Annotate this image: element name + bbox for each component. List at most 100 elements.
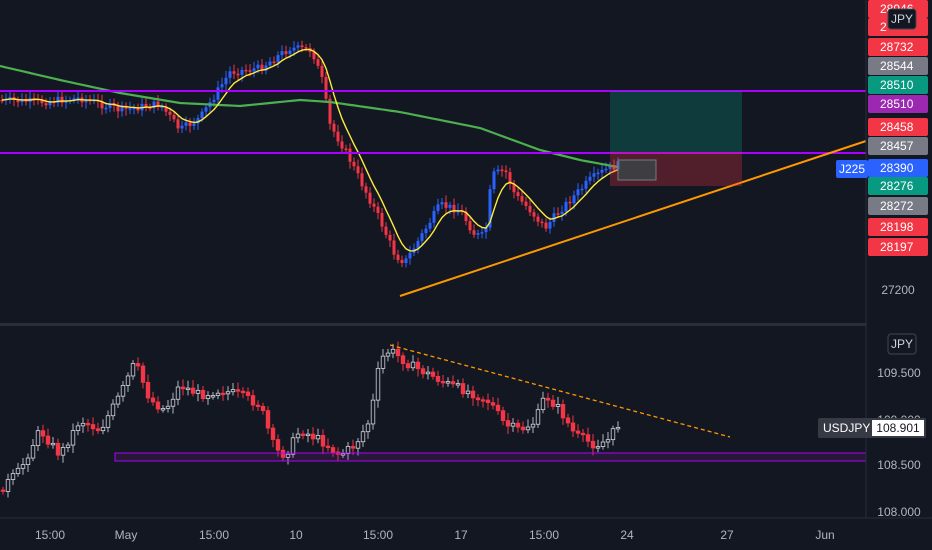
candle-body	[292, 47, 296, 51]
candle-body	[460, 383, 466, 395]
candle-body	[436, 204, 440, 211]
candle-body	[355, 441, 361, 449]
candle-body	[130, 363, 136, 377]
candle-body	[535, 409, 541, 425]
candle-body	[50, 442, 56, 446]
candle-body	[488, 189, 492, 228]
candle-body	[180, 386, 186, 390]
pane-separator[interactable]	[0, 323, 932, 326]
bottom-currency-label: JPY	[891, 337, 913, 351]
candle-body	[240, 69, 244, 75]
candle-body	[235, 389, 241, 392]
candle-body	[228, 71, 232, 78]
time-axis[interactable]: 15:00 May 15:00 10 15:00 17 15:00 24 27 …	[0, 517, 932, 550]
candle-body	[475, 397, 481, 401]
bottom-currency-button[interactable]: JPY	[887, 333, 917, 355]
candle-body	[376, 206, 380, 213]
candle-body	[44, 103, 48, 106]
candle-body	[288, 50, 292, 54]
candle-body	[100, 426, 106, 432]
price-tag	[868, 95, 928, 113]
candle-body	[524, 201, 528, 206]
price-tag-label: 28390	[880, 161, 914, 175]
candle-body	[296, 45, 300, 48]
candle-body	[316, 59, 320, 66]
candle-body	[295, 433, 301, 439]
price-tag	[868, 177, 928, 195]
candle-body	[496, 169, 500, 172]
candle-body	[532, 212, 536, 217]
time-label: 24	[620, 528, 634, 542]
bottom-price-pane[interactable]	[0, 326, 867, 518]
candle-body	[556, 213, 560, 215]
candle-body	[416, 240, 420, 249]
candle-body	[430, 371, 436, 377]
candle-body	[516, 192, 520, 197]
candle-body	[600, 169, 604, 173]
candle-body	[200, 389, 206, 400]
candle-body	[408, 252, 412, 259]
candle-body	[508, 172, 512, 184]
candle-body	[212, 99, 216, 103]
candle-body	[32, 97, 36, 100]
candle-body	[450, 381, 456, 385]
candle-body	[272, 61, 276, 64]
candle-body	[400, 355, 406, 365]
candle-body	[320, 65, 324, 78]
candle-body	[365, 423, 371, 433]
candle-body	[155, 401, 161, 410]
candle-body	[275, 439, 281, 451]
candle-body	[315, 434, 321, 440]
entry-box[interactable]	[617, 159, 657, 181]
candle-body	[16, 99, 20, 103]
price-tag-label: 28276	[880, 179, 914, 193]
candle-body	[568, 201, 572, 204]
candle-body	[65, 444, 71, 448]
ascending-trendline[interactable]	[399, 140, 867, 297]
time-label: 15:00	[363, 528, 393, 542]
candle-body	[220, 84, 224, 88]
candle-body	[152, 101, 156, 109]
candle-body	[144, 103, 148, 108]
candle-body	[455, 383, 461, 386]
candle-body	[25, 457, 31, 465]
candle-body	[125, 375, 131, 386]
time-label: 10	[289, 528, 303, 542]
price-scale[interactable]: 2894622873228544285102851028458284572839…	[818, 0, 932, 519]
candle-body	[476, 233, 480, 235]
take-profit-zone[interactable]	[610, 91, 742, 152]
candle-body	[340, 453, 346, 456]
candle-body	[492, 171, 496, 190]
candle-body	[205, 395, 211, 400]
candle-body	[340, 141, 344, 149]
time-label: May	[115, 528, 138, 542]
top-y-label: 27200	[881, 283, 915, 297]
candle-body	[564, 201, 568, 212]
candle-body	[45, 435, 51, 445]
candle-body	[232, 71, 236, 74]
candle-body	[104, 107, 108, 110]
descending-trendline-dashed[interactable]	[389, 344, 731, 438]
candle-body	[425, 371, 431, 375]
top-price-pane[interactable]	[0, 0, 867, 322]
support-range-box[interactable]	[114, 452, 867, 462]
candle-body	[276, 55, 280, 63]
candle-body	[48, 101, 52, 106]
candle-body	[285, 453, 291, 458]
candle-body	[464, 211, 468, 222]
candle-body	[35, 430, 41, 446]
candle-body	[540, 397, 546, 411]
candle-body	[290, 437, 296, 455]
price-tag	[868, 57, 928, 75]
price-tag	[868, 76, 928, 94]
candle-body	[590, 440, 596, 449]
candle-body	[325, 445, 331, 449]
candle-body	[245, 391, 251, 396]
price-tag-label: 28457	[880, 139, 914, 153]
candle-body	[85, 422, 91, 426]
candle-body	[610, 428, 616, 441]
candle-body	[530, 423, 536, 428]
top-currency-button[interactable]: JPY	[887, 8, 917, 30]
candle-body	[605, 439, 611, 443]
